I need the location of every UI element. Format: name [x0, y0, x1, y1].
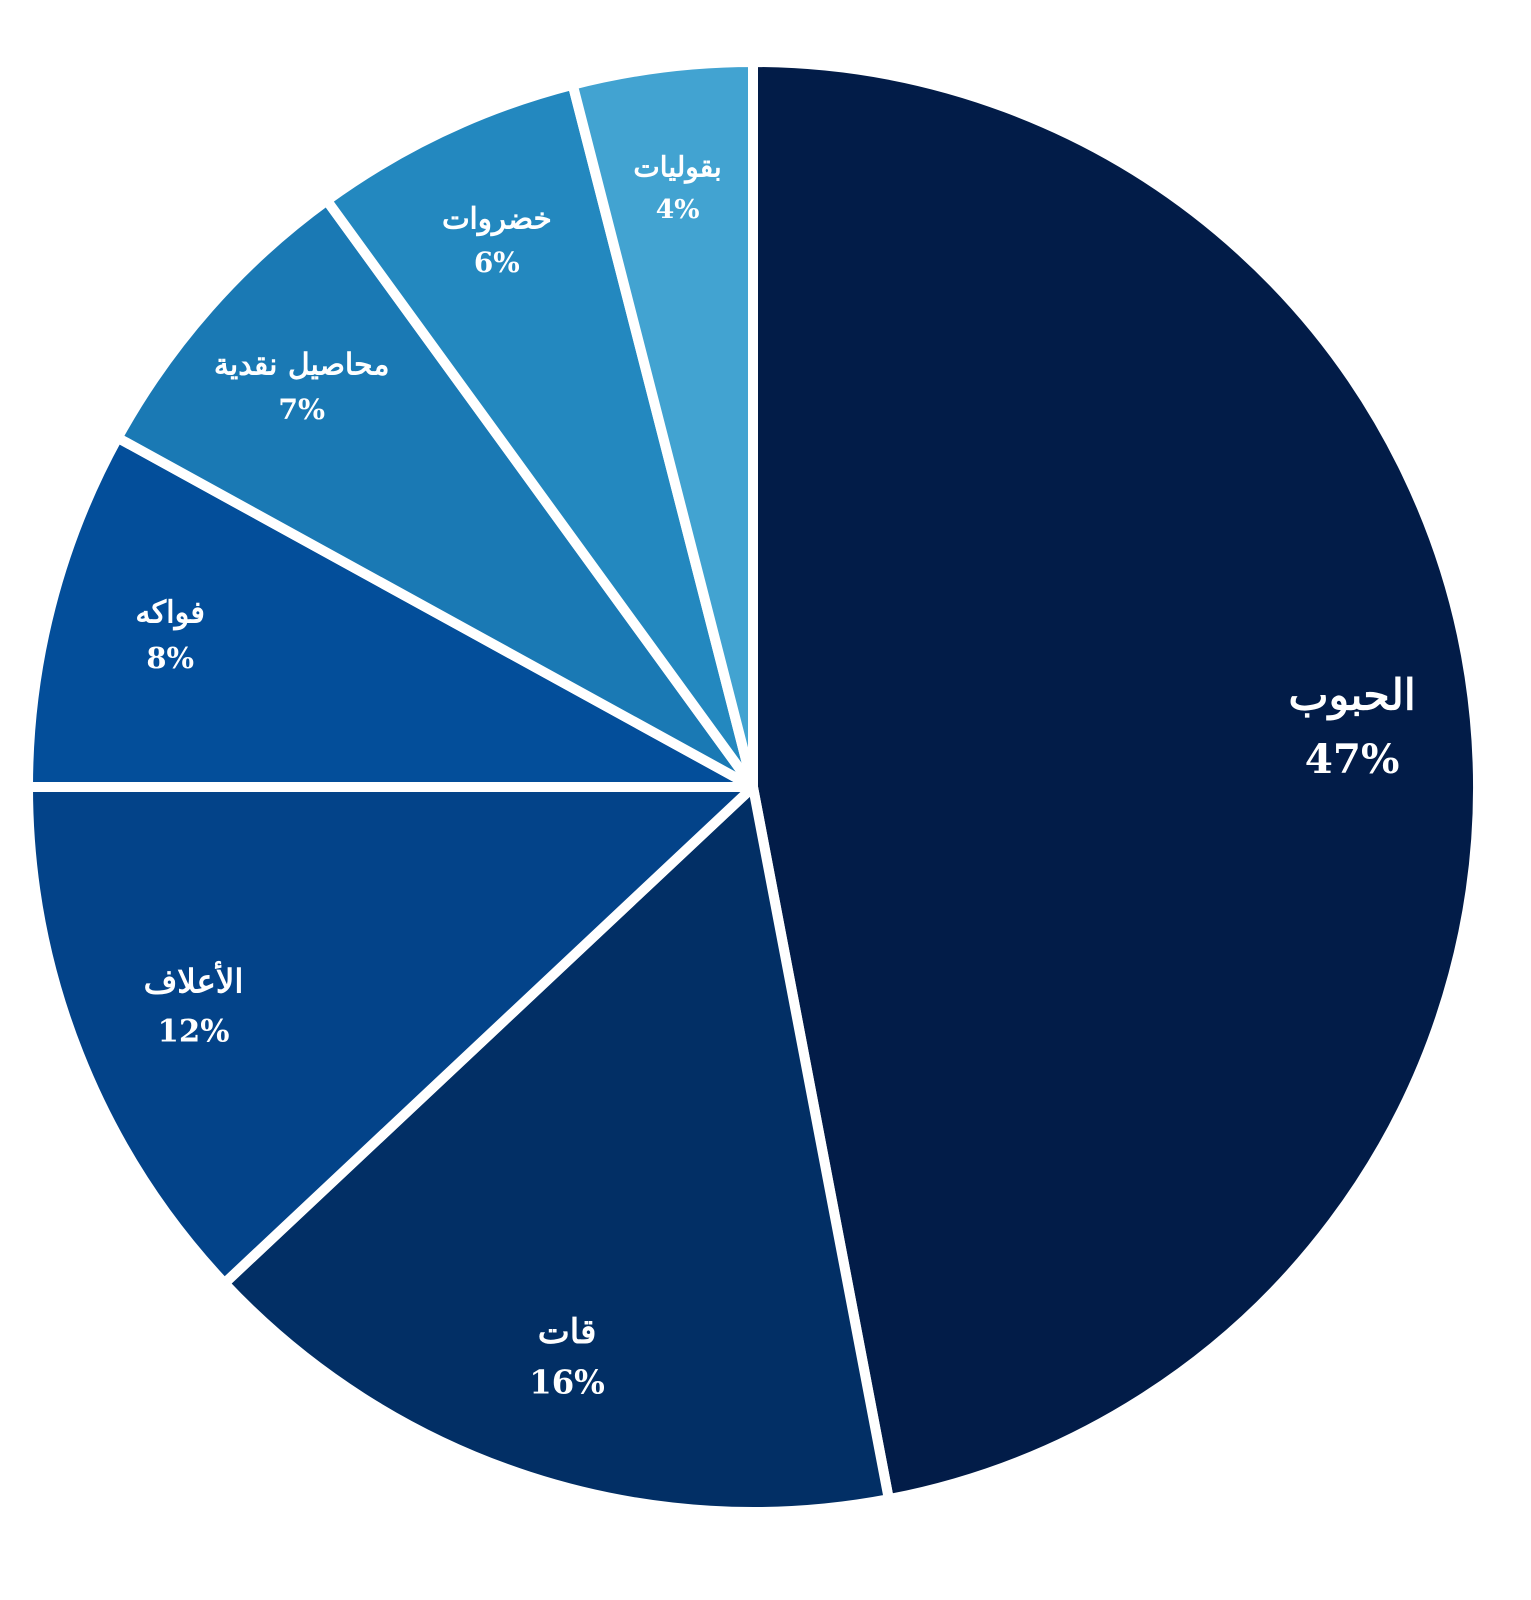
value-label: 7% — [278, 392, 325, 426]
value-label: 47% — [1305, 735, 1400, 783]
value-label: 8% — [146, 641, 194, 675]
value-label: 16% — [529, 1363, 605, 1401]
pie-slice — [23, 432, 758, 792]
value-label: 4% — [656, 194, 700, 225]
slice-label: خضروات — [442, 201, 552, 237]
pie-slice — [567, 57, 758, 792]
pie-slice — [219, 782, 894, 1517]
slice-label: بقوليات — [633, 150, 721, 184]
pie-slice — [748, 57, 1484, 1505]
value-label: 6% — [474, 246, 520, 279]
pie-slice — [112, 195, 758, 792]
value-label: 12% — [157, 1013, 229, 1049]
slice-label: الأعلاف — [144, 961, 244, 1001]
pie-slice — [321, 79, 758, 792]
slice-label: محاصيل نقدية — [214, 348, 390, 383]
slice-label: قات — [538, 1312, 597, 1352]
pie-slice — [23, 782, 758, 1289]
slice-label: فواكه — [135, 594, 205, 630]
slice-label: الحبوب — [1289, 670, 1416, 721]
